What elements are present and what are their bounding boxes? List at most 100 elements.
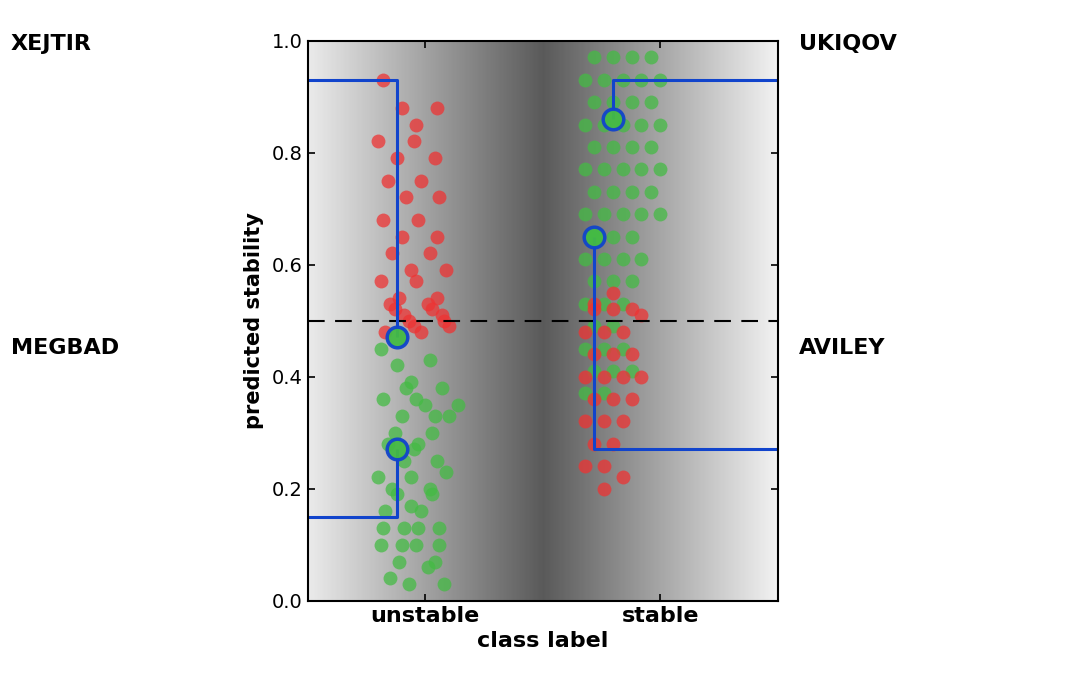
Point — [577, 388, 594, 399]
Bar — [585, 40, 586, 601]
Point — [643, 142, 660, 153]
Point — [426, 556, 443, 567]
Bar — [648, 40, 649, 601]
Bar — [499, 40, 500, 601]
Point — [585, 97, 603, 107]
Bar — [413, 40, 414, 601]
Bar — [634, 40, 635, 601]
Point — [577, 371, 594, 382]
X-axis label: class label: class label — [477, 631, 608, 651]
Point — [585, 321, 603, 331]
Bar — [522, 40, 523, 601]
Bar — [393, 40, 394, 601]
Point — [651, 209, 669, 219]
Bar — [764, 40, 765, 601]
Bar — [401, 40, 402, 601]
Bar — [718, 40, 719, 601]
Point — [421, 483, 438, 494]
Bar — [483, 40, 484, 601]
Bar — [769, 40, 770, 601]
Point — [623, 97, 640, 107]
Bar — [559, 40, 561, 601]
Point — [405, 444, 422, 455]
Point — [426, 410, 443, 421]
Bar — [616, 40, 617, 601]
Bar — [692, 40, 693, 601]
Bar — [767, 40, 768, 601]
Bar — [759, 40, 760, 601]
Point — [623, 349, 640, 360]
Point — [397, 192, 415, 202]
Bar — [702, 40, 703, 601]
Point — [401, 578, 418, 589]
Bar — [691, 40, 692, 601]
Bar — [536, 40, 537, 601]
Point — [391, 293, 408, 304]
Bar — [694, 40, 696, 601]
Point — [595, 209, 612, 219]
Bar — [633, 40, 634, 601]
Point — [623, 231, 640, 242]
Bar — [309, 40, 310, 601]
Point — [633, 254, 650, 265]
Bar — [316, 40, 318, 601]
Point — [577, 298, 594, 309]
Point — [375, 522, 392, 533]
Bar — [508, 40, 509, 601]
Bar — [693, 40, 694, 601]
Point — [651, 164, 669, 175]
Bar — [461, 40, 463, 601]
Bar — [477, 40, 478, 601]
Point — [595, 298, 612, 309]
Bar — [579, 40, 580, 601]
Bar — [464, 40, 465, 601]
Bar — [541, 40, 542, 601]
Point — [595, 416, 612, 427]
Bar — [424, 40, 426, 601]
Point — [577, 327, 594, 338]
Bar — [762, 40, 764, 601]
Bar — [679, 40, 680, 601]
Point — [577, 164, 594, 175]
Point — [379, 439, 396, 450]
Bar — [370, 40, 372, 601]
Point — [605, 231, 622, 242]
Bar — [392, 40, 393, 601]
Point — [651, 74, 669, 85]
Y-axis label: predicted stability: predicted stability — [244, 212, 264, 429]
Point — [403, 265, 420, 275]
Point — [386, 427, 403, 438]
Bar — [714, 40, 715, 601]
Bar — [701, 40, 702, 601]
Bar — [504, 40, 505, 601]
Point — [613, 416, 631, 427]
Bar — [318, 40, 319, 601]
Bar — [726, 40, 727, 601]
Bar — [540, 40, 541, 601]
Bar — [551, 40, 552, 601]
Bar — [617, 40, 618, 601]
Bar — [416, 40, 417, 601]
Bar — [366, 40, 367, 601]
Bar — [591, 40, 592, 601]
Bar — [755, 40, 756, 601]
Bar — [514, 40, 515, 601]
Point — [389, 444, 406, 455]
Point — [409, 215, 427, 225]
Bar — [618, 40, 619, 601]
Bar — [487, 40, 488, 601]
Point — [401, 315, 418, 326]
Bar — [578, 40, 579, 601]
Bar — [659, 40, 660, 601]
Point — [397, 383, 415, 394]
Point — [435, 578, 453, 589]
Bar — [338, 40, 339, 601]
Bar — [456, 40, 457, 601]
Bar — [336, 40, 337, 601]
Bar — [513, 40, 514, 601]
Bar — [561, 40, 562, 601]
Point — [585, 394, 603, 404]
Point — [605, 304, 622, 315]
Point — [369, 136, 387, 146]
Point — [613, 327, 631, 338]
